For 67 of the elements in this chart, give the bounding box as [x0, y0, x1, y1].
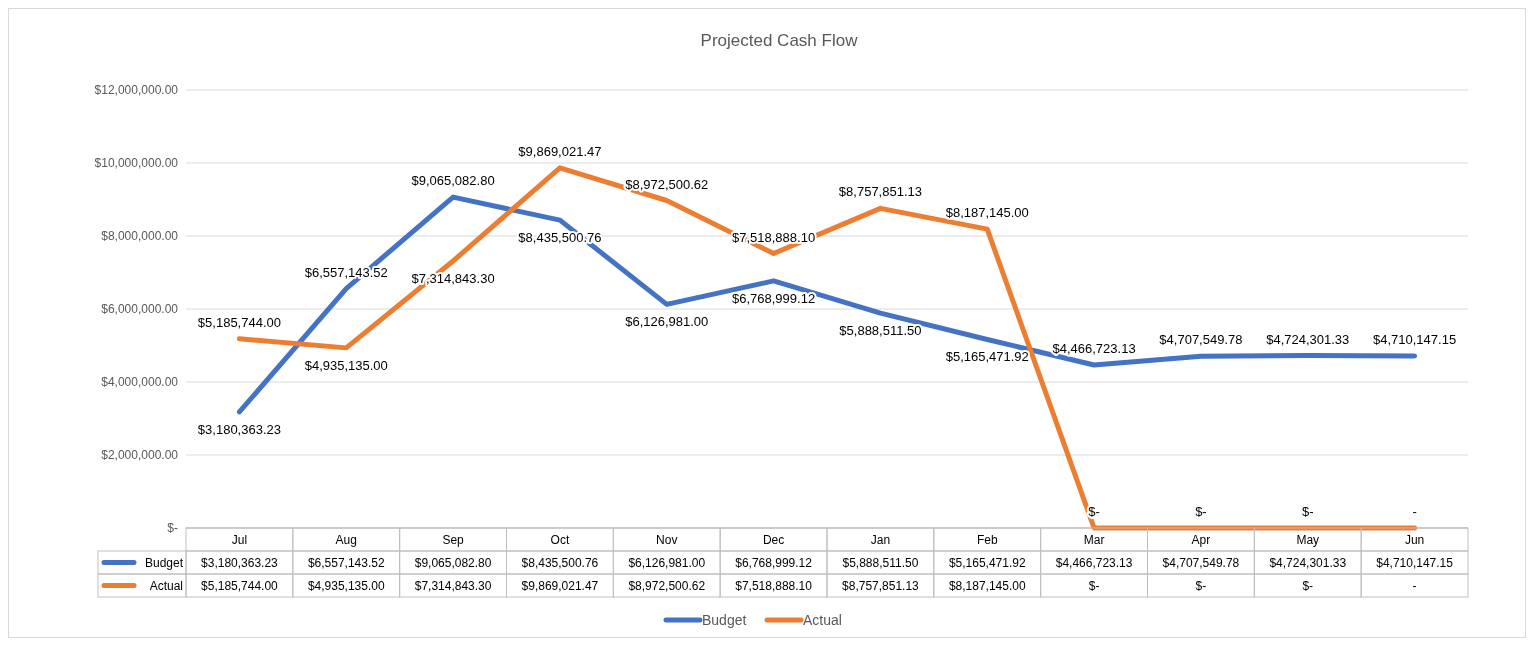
data-label: $- — [1302, 579, 1314, 593]
text: $4,935,135.00 — [304, 357, 388, 373]
text: $9,869,021.47 — [518, 143, 602, 159]
y-tick-label: $6,000,000.00 — [101, 302, 179, 316]
legend-label: Budget — [144, 556, 184, 570]
data-label: $4,710,147.15 — [1376, 556, 1454, 570]
text: $3,180,363.23 — [197, 421, 281, 437]
data-label: $6,768,999.12 — [735, 556, 813, 570]
data-label: $3,180,363.23 — [201, 556, 279, 570]
text: Budget — [702, 612, 747, 628]
text: $4,466,723.13 — [1052, 340, 1136, 356]
data-label: $4,466,723.13 — [1055, 556, 1133, 570]
text: $5,165,471.92 — [945, 349, 1029, 365]
data-label: $4,935,135.00 — [307, 579, 385, 593]
data-label: $6,126,981.00 — [628, 556, 706, 570]
text: $4,707,549.78 — [1159, 332, 1243, 348]
x-tick-label: Oct — [550, 533, 570, 547]
x-tick-label: Feb — [976, 533, 998, 547]
x-tick-label: Sep — [442, 533, 465, 547]
x-tick-label: Aug — [335, 533, 357, 547]
text: $5,888,511.50 — [839, 323, 922, 339]
x-tick-label: Nov — [656, 533, 678, 547]
x-tick-label: May — [1296, 533, 1320, 547]
text: $4,710,147.15 — [1373, 332, 1457, 348]
data-label: $7,314,843.30 — [414, 579, 492, 593]
data-label: $5,185,744.00 — [201, 579, 279, 593]
text: - — [1412, 504, 1417, 519]
x-tick-label: Dec — [762, 533, 785, 547]
data-label: $8,187,145.00 — [948, 579, 1026, 593]
x-tick-label: Jun — [1404, 533, 1425, 547]
y-tick-label: $8,000,000.00 — [101, 229, 179, 243]
data-label: $6,557,143.52 — [307, 556, 385, 570]
x-tick-label: Apr — [1191, 533, 1211, 547]
data-label: $9,065,082.80 — [414, 556, 492, 570]
data-label: $5,888,511.50 — [842, 556, 919, 570]
text: Actual — [803, 612, 842, 628]
data-label: $- — [1088, 579, 1100, 593]
chart-title: Projected Cash Flow — [700, 31, 859, 50]
data-label: $8,972,500.62 — [628, 579, 706, 593]
y-tick-label: $12,000,000.00 — [94, 83, 179, 97]
x-tick-label: Jan — [870, 533, 891, 547]
data-label: $- — [1195, 579, 1207, 593]
text: $- — [1301, 504, 1314, 519]
text: $6,126,981.00 — [625, 314, 709, 330]
data-label: $8,757,851.13 — [842, 579, 920, 593]
data-label: $8,435,500.76 — [521, 556, 599, 570]
text: $4,724,301.33 — [1266, 331, 1350, 347]
y-tick-label: $10,000,000.00 — [94, 156, 179, 170]
y-tick-label: $- — [167, 521, 178, 535]
x-tick-label: Mar — [1083, 533, 1105, 547]
legend-label: Actual — [149, 579, 183, 593]
text: $8,187,145.00 — [945, 205, 1029, 221]
data-label: $4,724,301.33 — [1269, 556, 1347, 570]
text: $8,972,500.62 — [625, 176, 709, 192]
data-label: - — [1412, 579, 1417, 593]
y-tick-label: $2,000,000.00 — [101, 448, 179, 462]
text: $5,185,744.00 — [197, 314, 281, 330]
x-tick-label: Jul — [231, 533, 248, 547]
text: $9,065,082.80 — [411, 173, 495, 189]
data-label: $7,518,888.10 — [735, 579, 813, 593]
text: $6,768,999.12 — [732, 290, 816, 306]
y-tick-label: $4,000,000.00 — [101, 375, 179, 389]
text: $- — [1195, 504, 1207, 519]
data-label: $5,165,471.92 — [948, 556, 1026, 570]
data-label: $9,869,021.47 — [521, 579, 599, 593]
text: $8,757,851.13 — [838, 184, 922, 200]
data-label: $4,707,549.78 — [1162, 556, 1240, 570]
